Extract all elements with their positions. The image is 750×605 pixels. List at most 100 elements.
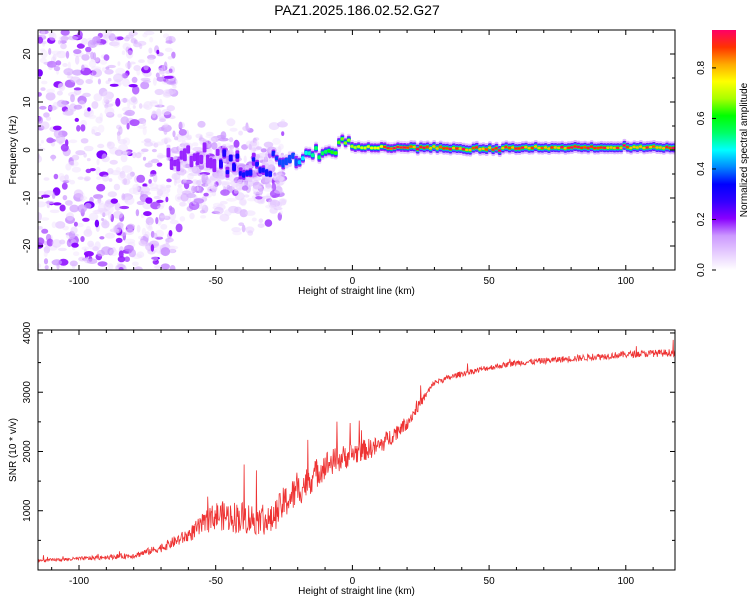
spectrogram-blob [161, 109, 172, 116]
spectrogram-ridge-cell [435, 147, 440, 150]
spectrogram-blob [134, 266, 143, 270]
spectrogram-blob [39, 30, 49, 35]
spectrogram-blob [144, 138, 152, 143]
spectrogram-blob [38, 201, 46, 208]
spectrogram-blob [62, 195, 68, 201]
spectrogram-ridge-cell [465, 148, 469, 152]
spectrogram-blob [77, 95, 87, 105]
spectrogram-ridge-cell [632, 145, 637, 149]
spectrogram-blob [80, 124, 86, 132]
spectrogram-ridge-cell [287, 155, 292, 164]
spectrogram-blob [97, 196, 102, 204]
spectrogram-blob [108, 33, 116, 42]
snr-x-axis-label: Height of straight line (km) [298, 586, 415, 597]
spectrogram-blob [235, 181, 243, 191]
spectrogram-blob [225, 145, 235, 149]
spectrogram-blob [160, 223, 168, 230]
spectrogram-blob [76, 125, 81, 132]
spectrogram-blob [67, 61, 72, 70]
spectrogram-blob [109, 228, 120, 233]
spectrogram-ridge-cell [642, 146, 647, 150]
spectrogram-blob [46, 116, 51, 121]
spectrogram-blob [127, 47, 133, 56]
spectrogram-blob [197, 120, 206, 128]
spectrogram-ridge-cell [228, 154, 233, 162]
spectrogram-blob [277, 121, 288, 128]
spectrogram-blob [168, 230, 173, 237]
spectrogram-blob [38, 92, 42, 97]
spectrogram-blob [107, 77, 112, 82]
spectrogram-blob [150, 201, 161, 210]
spectrogram-blob [48, 48, 52, 55]
spectrogram-ridge-cell [241, 172, 246, 178]
spectrogram-blob [179, 202, 188, 207]
spectrogram-blob [76, 222, 84, 228]
spectrogram-blob [238, 222, 245, 226]
spectrogram-blob [142, 104, 150, 109]
spectrogram-blob [153, 173, 158, 183]
spectrogram-blob [115, 97, 121, 107]
spectrogram-ridge-cell [225, 170, 230, 175]
spectrogram-x-tick-label: 50 [484, 276, 496, 287]
colorbar-label: Normalized spectral amplitude [739, 82, 750, 217]
spectrogram-blob [143, 211, 152, 217]
spectrogram-blob [219, 213, 230, 222]
spectrogram-blob [155, 229, 165, 238]
spectrogram-blob [43, 251, 48, 257]
spectrogram-blob [39, 57, 47, 64]
spectrogram-blob [65, 163, 72, 171]
spectrogram-blob [40, 139, 45, 144]
spectrogram-blob [121, 78, 130, 87]
spectrogram-blob [165, 196, 169, 203]
spectrogram-blob [173, 173, 178, 180]
spectrogram-blob [177, 184, 183, 188]
spectrogram-x-tick-label: 0 [350, 276, 356, 287]
spectrogram-blob [88, 60, 97, 68]
spectrogram-blob [122, 42, 131, 51]
spectrogram-blob [174, 136, 179, 141]
spectrogram-blob [85, 109, 95, 118]
spectrogram-blob [262, 195, 272, 199]
spectrogram-blob [281, 131, 285, 137]
spectrogram-blob [163, 75, 174, 79]
spectrogram-blob [174, 193, 183, 202]
spectrogram-ridge-cell [189, 155, 194, 168]
spectrogram-blob [211, 183, 218, 192]
spectrogram-blob [126, 223, 135, 230]
spectrogram-blob [121, 165, 133, 173]
spectrogram-blob [38, 155, 43, 163]
spectrogram-ridge-cell [297, 160, 302, 165]
spectrogram-blob [82, 217, 90, 222]
spectrogram-blob [143, 64, 149, 71]
spectrogram-blob [156, 199, 164, 203]
spectrogram-blob [53, 173, 59, 180]
snr-frame [37, 329, 676, 571]
spectrogram-blob [186, 134, 192, 140]
spectrogram-blob [53, 65, 61, 72]
spectrogram-blob [263, 187, 274, 192]
spectrogram-blob [163, 61, 168, 71]
spectrogram-blob [126, 173, 133, 180]
spectrogram-blob [39, 105, 47, 110]
spectrogram-blob [163, 215, 171, 221]
spectrogram-blob [51, 154, 55, 162]
spectrogram-blob [70, 94, 75, 103]
spectrogram-blob [149, 100, 158, 104]
spectrogram-blob [56, 50, 67, 59]
spectrogram-blob [83, 251, 94, 257]
spectrogram-blob [238, 130, 244, 136]
spectrogram-ridge-cell [284, 157, 289, 165]
spectrogram-blob [174, 177, 181, 184]
spectrogram-blob [49, 138, 56, 143]
spectrogram-ridge-cell [353, 146, 358, 149]
spectrogram-blob [198, 186, 204, 194]
spectrogram-blob [104, 106, 115, 116]
spectrogram-blob [52, 187, 61, 196]
spectrogram-blob [211, 142, 218, 150]
spectrogram-blob [150, 244, 155, 252]
spectrogram-blob [71, 154, 80, 161]
spectrogram-blob [136, 224, 141, 233]
spectrogram-blob [55, 134, 66, 144]
spectrogram-blob [187, 173, 194, 180]
spectrogram-blob [49, 209, 60, 214]
